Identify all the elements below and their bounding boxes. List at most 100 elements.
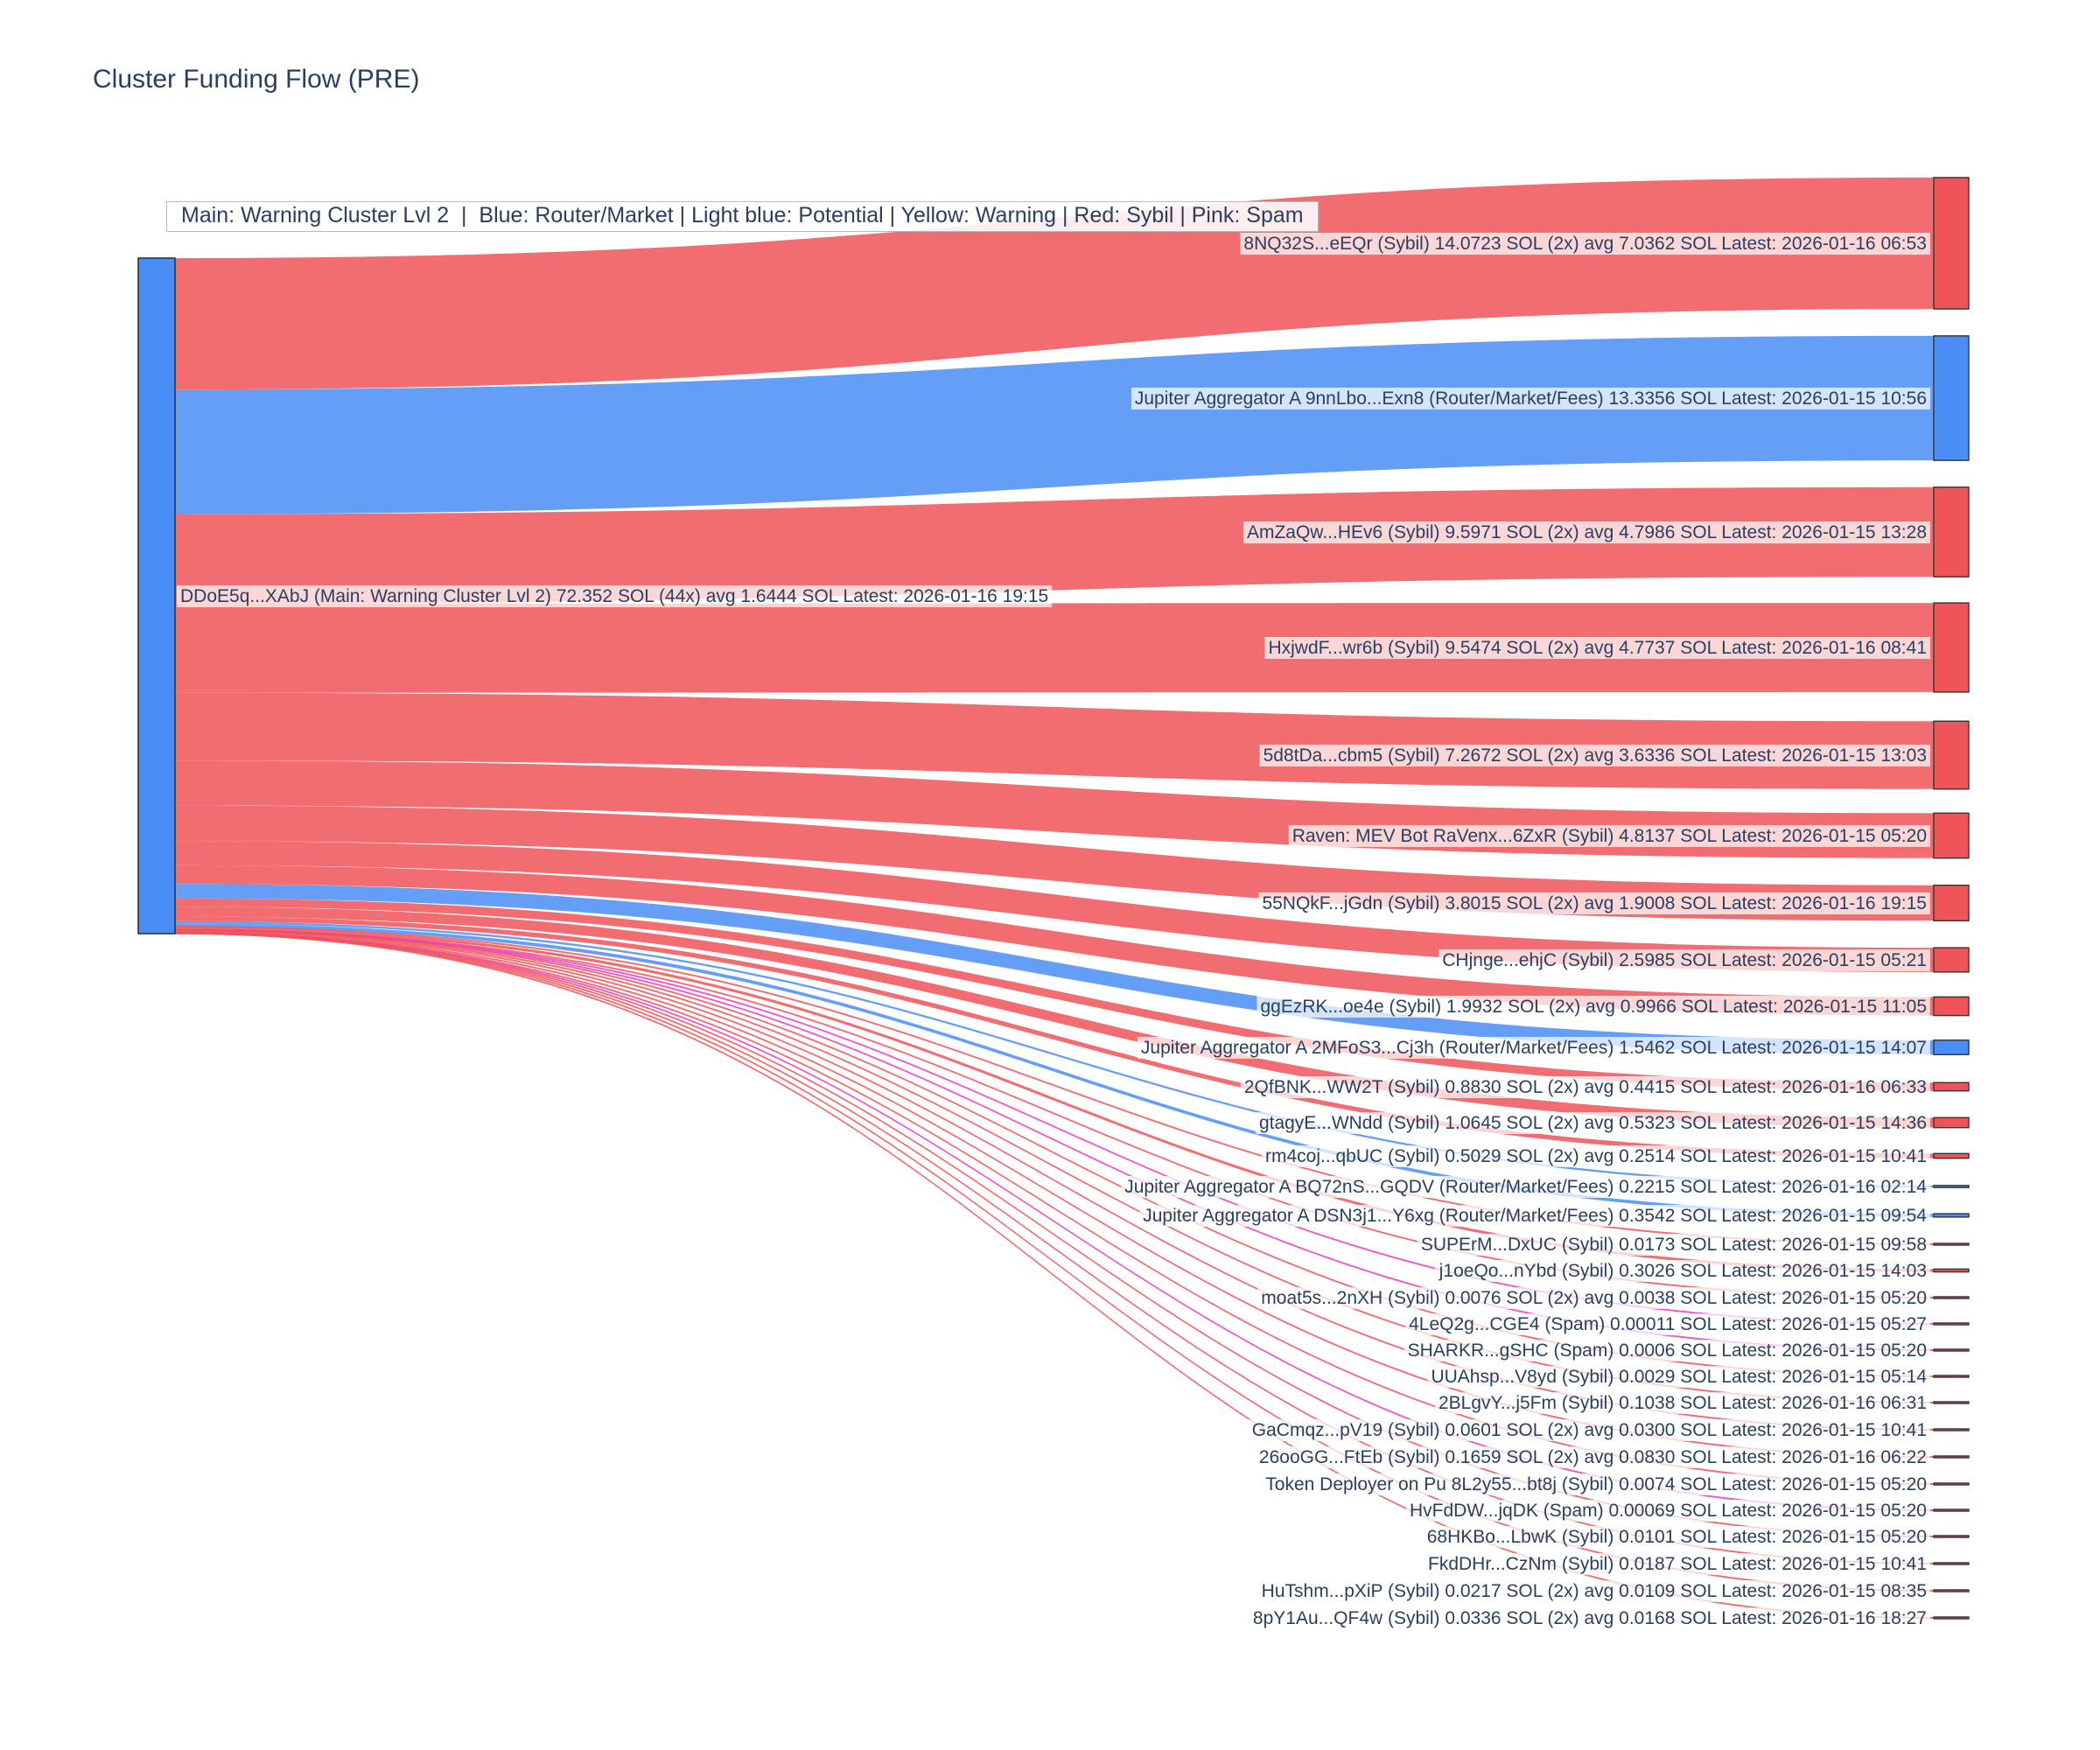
sankey-link[interactable] (175, 841, 1934, 972)
label-halo (1255, 1112, 1930, 1134)
sankey-node[interactable] (1933, 996, 1970, 1017)
sankey-link[interactable] (175, 920, 1934, 1188)
label-halo (1240, 233, 1930, 255)
sankey-node[interactable] (1933, 947, 1970, 973)
sankey-link[interactable] (175, 932, 1934, 1537)
label-halo (1139, 1205, 1931, 1227)
label-halo (1417, 1234, 1930, 1256)
sankey-link[interactable] (175, 928, 1934, 1298)
sankey-link[interactable] (175, 932, 1934, 1485)
label-halo (1255, 1446, 1930, 1468)
sankey-node[interactable] (1933, 1375, 1970, 1378)
sankey-nodes (137, 177, 1970, 1620)
label-halo (1240, 1076, 1930, 1098)
sankey-node[interactable] (1933, 1152, 1970, 1159)
label-halo (1248, 1419, 1930, 1441)
label-halo (1137, 1037, 1930, 1059)
sankey-link[interactable] (175, 486, 1934, 604)
sankey-node[interactable] (1933, 1455, 1970, 1459)
node-label: Raven: MEV Bot RaVenx...6ZxR (Sybil) 4.8… (1292, 826, 1927, 846)
sankey-link[interactable] (175, 928, 1934, 1325)
sankey-node-labels: 8NQ32S...eEQr (Sybil) 14.0723 SOL (2x) a… (177, 233, 1931, 1629)
node-label: CHjnge...ehjC (Sybil) 2.5985 SOL Latest:… (1442, 950, 1927, 970)
sankey-link[interactable] (175, 932, 1934, 1592)
node-label: Jupiter Aggregator A DSN3j1...Y6xg (Rout… (1143, 1206, 1927, 1226)
label-halo (1249, 1607, 1930, 1629)
sankey-node[interactable] (1933, 486, 1970, 578)
label-halo (1264, 637, 1930, 659)
sankey-node[interactable] (1933, 1348, 1970, 1352)
label-halo (1434, 1260, 1930, 1282)
sankey-link[interactable] (175, 884, 1934, 1055)
sankey-node[interactable] (1933, 1040, 1970, 1055)
sankey-link[interactable] (175, 932, 1934, 1564)
sankey-node[interactable] (1933, 885, 1970, 921)
sankey-node[interactable] (1933, 335, 1970, 461)
node-label: rm4coj...qbUC (Sybil) 0.5029 SOL (2x) av… (1265, 1146, 1927, 1166)
sankey-link[interactable] (175, 916, 1934, 1158)
node-label: AmZaQw...HEv6 (Sybil) 9.5971 SOL (2x) av… (1247, 522, 1927, 542)
sankey-node[interactable] (1933, 1082, 1970, 1092)
sankey-node[interactable] (1933, 177, 1970, 310)
sankey-node[interactable] (1933, 1322, 1970, 1326)
node-label: SHARKR...gSHC (Spam) 0.0006 SOL Latest: … (1408, 1340, 1927, 1361)
sankey-node[interactable] (1933, 1535, 1970, 1538)
node-label: 2QfBNK...WW2T (Sybil) 0.8830 SOL (2x) av… (1244, 1077, 1927, 1097)
node-label: 4LeQ2g...CGE4 (Spam) 0.00011 SOL Latest:… (1409, 1314, 1927, 1334)
sankey-link[interactable] (175, 805, 1934, 921)
node-label: j1oeQo...nYbd (Sybil) 0.3026 SOL Latest:… (1438, 1261, 1927, 1281)
sankey-link[interactable] (175, 864, 1934, 1016)
label-halo (1257, 1580, 1930, 1602)
sankey-node[interactable] (1933, 1482, 1970, 1486)
label-halo (1405, 1313, 1930, 1335)
node-label: 2BLgvY...j5Fm (Sybil) 0.1038 SOL Latest:… (1438, 1393, 1927, 1413)
sankey-link[interactable] (175, 932, 1934, 1511)
node-label: GaCmqz...pV19 (Sybil) 0.0601 SOL (2x) av… (1252, 1420, 1927, 1440)
sankey-node[interactable] (1933, 1562, 1970, 1565)
sankey-node[interactable] (1933, 1508, 1970, 1512)
sankey-node[interactable] (1933, 1268, 1970, 1273)
sankey-link[interactable] (175, 923, 1934, 1217)
sankey-link[interactable] (175, 906, 1934, 1128)
sankey-link[interactable] (175, 928, 1934, 1351)
label-halo (1261, 1145, 1930, 1167)
sankey-node[interactable] (1933, 1296, 1970, 1299)
label-halo (1404, 1340, 1930, 1362)
sankey-node[interactable] (1933, 1185, 1970, 1188)
sankey-node[interactable] (1933, 1213, 1970, 1218)
sankey-node[interactable] (1933, 1428, 1970, 1432)
node-label: HuTshm...pXiP (Sybil) 0.0217 SOL (2x) av… (1262, 1581, 1927, 1601)
sankey-node[interactable] (1933, 1242, 1970, 1246)
sankey-link[interactable] (175, 603, 1934, 693)
sankey-node[interactable] (1933, 1616, 1970, 1620)
node-label: moat5s...2nXH (Sybil) 0.0076 SOL (2x) av… (1261, 1288, 1927, 1308)
node-label: 68HKBo...LbwK (Sybil) 0.0101 SOL Latest:… (1427, 1527, 1927, 1547)
label-halo (1257, 1287, 1930, 1309)
node-label: UUAhsp...V8yd (Sybil) 0.0029 SOL Latest:… (1431, 1367, 1927, 1387)
label-halo (1258, 892, 1930, 914)
sankey-link[interactable] (175, 926, 1934, 1245)
sankey-link[interactable] (175, 927, 1934, 1272)
sankey-link[interactable] (175, 932, 1934, 1619)
sankey-node[interactable] (1933, 1116, 1970, 1129)
sankey-node[interactable] (1933, 812, 1970, 859)
node-label: Token Deployer on Pu 8L2y55...bt8j (Sybi… (1265, 1474, 1927, 1494)
sankey-link[interactable] (175, 928, 1934, 1377)
sankey-node-main[interactable] (137, 257, 176, 934)
label-halo (1288, 825, 1930, 847)
sankey-link[interactable] (175, 929, 1934, 1431)
sankey-node[interactable] (1933, 602, 1970, 693)
sankey-link[interactable] (175, 335, 1934, 514)
sankey-link[interactable] (175, 898, 1934, 1091)
sankey-node[interactable] (1933, 1589, 1970, 1592)
sankey-link[interactable] (175, 929, 1934, 1404)
sankey-link[interactable] (175, 931, 1934, 1458)
node-label: Jupiter Aggregator A 9nnLbo...Exn8 (Rout… (1135, 388, 1927, 409)
label-halo (1424, 1553, 1930, 1575)
label-halo (1405, 1500, 1930, 1522)
sankey-link[interactable] (175, 177, 1934, 390)
sankey-node[interactable] (1933, 720, 1970, 790)
sankey-node[interactable] (1933, 1401, 1970, 1404)
